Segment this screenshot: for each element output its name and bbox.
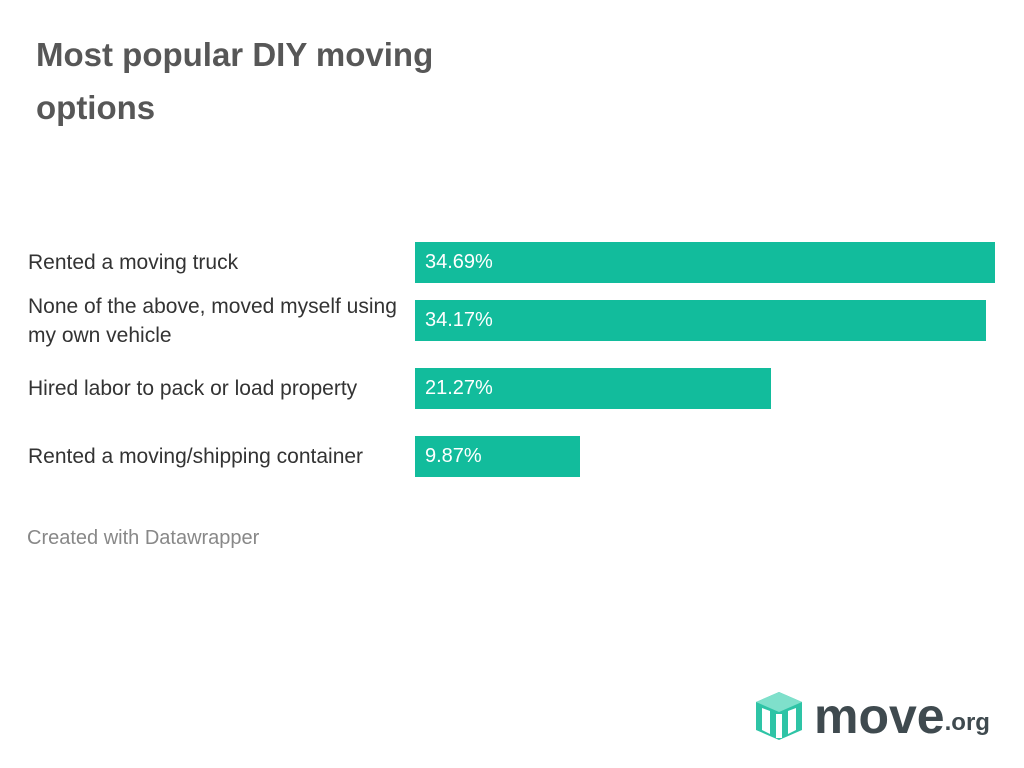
value-label: 34.69% [425, 251, 493, 273]
category-label: Rented a moving truck [28, 251, 239, 274]
category-label: Hired labor to pack or load property [28, 377, 358, 400]
logo-suffix: .org [944, 709, 990, 736]
logo: move .org [752, 688, 990, 742]
bar [415, 242, 995, 283]
bar [415, 300, 987, 341]
bar [415, 436, 581, 477]
bar [415, 368, 771, 409]
category-label: None of the above, moved myself using my… [28, 294, 397, 347]
value-label: 21.27% [425, 377, 493, 399]
logo-icon [756, 692, 802, 740]
logo-name: move [814, 688, 945, 744]
footer: Created with Datawrapper [27, 527, 260, 549]
value-label: 34.17% [425, 309, 493, 331]
category-label: Rented a moving/shipping container [28, 445, 364, 468]
chart-title: Most popular DIY moving options [36, 36, 434, 126]
value-label: 9.87% [425, 445, 482, 467]
